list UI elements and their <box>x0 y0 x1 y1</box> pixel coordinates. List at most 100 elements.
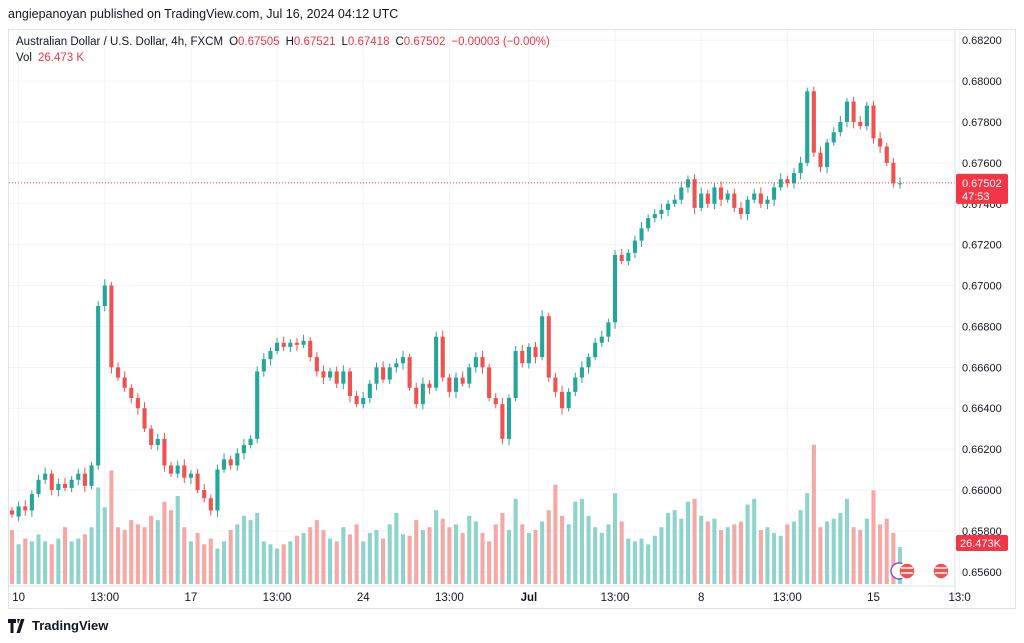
candle-body[interactable] <box>487 367 492 398</box>
candle-body[interactable] <box>155 438 160 446</box>
candle-body[interactable] <box>831 132 836 143</box>
candle-body[interactable] <box>361 398 366 405</box>
candle-body[interactable] <box>878 138 883 147</box>
candle-body[interactable] <box>546 316 551 378</box>
candle-body[interactable] <box>639 228 644 241</box>
candle-body[interactable] <box>579 367 584 378</box>
candle-body[interactable] <box>56 483 61 490</box>
candle-body[interactable] <box>149 428 154 446</box>
candle-body[interactable] <box>573 377 578 392</box>
candle-body[interactable] <box>745 199 750 214</box>
candle-body[interactable] <box>334 371 339 384</box>
tradingview-footer[interactable]: TradingView <box>8 618 108 633</box>
candle-body[interactable] <box>619 254 624 262</box>
candle-body[interactable] <box>400 357 406 364</box>
candle-body[interactable] <box>473 357 478 368</box>
candle-body[interactable] <box>115 367 121 378</box>
candle-body[interactable] <box>69 479 74 488</box>
candle-body[interactable] <box>142 408 147 429</box>
candle-body[interactable] <box>871 105 876 139</box>
candle-body[interactable] <box>666 203 671 210</box>
candle-body[interactable] <box>109 285 114 368</box>
candle-body[interactable] <box>89 465 94 486</box>
candle-body[interactable] <box>467 367 472 384</box>
candle-body[interactable] <box>96 306 101 466</box>
candle-body[interactable] <box>599 336 604 343</box>
candle-body[interactable] <box>513 350 518 398</box>
candle-body[interactable] <box>593 342 598 358</box>
candle-body[interactable] <box>798 162 803 174</box>
candle-body[interactable] <box>387 367 392 380</box>
candle-body[interactable] <box>394 363 399 368</box>
candle-body[interactable] <box>23 506 28 511</box>
candle-body[interactable] <box>308 340 313 358</box>
candle-body[interactable] <box>712 187 717 204</box>
candle-body[interactable] <box>719 187 724 200</box>
candle-body[interactable] <box>586 357 591 368</box>
candle-body[interactable] <box>540 316 545 358</box>
candle-body[interactable] <box>738 207 744 214</box>
candle-body[interactable] <box>434 336 439 388</box>
candle-body[interactable] <box>692 179 697 208</box>
candle-body[interactable] <box>480 357 485 368</box>
candle-body[interactable] <box>440 336 445 378</box>
candle-body[interactable] <box>314 357 319 372</box>
candle-body[interactable] <box>858 122 863 127</box>
candle-body[interactable] <box>49 473 54 490</box>
candle-body[interactable] <box>805 91 810 163</box>
candle-body[interactable] <box>844 101 850 122</box>
candle-body[interactable] <box>838 122 843 133</box>
candle-body[interactable] <box>301 340 306 345</box>
candle-body[interactable] <box>16 506 21 517</box>
candle-body[interactable] <box>533 346 538 358</box>
candle-body[interactable] <box>36 479 41 495</box>
candle-body[interactable] <box>453 377 459 392</box>
candle-body[interactable] <box>725 193 730 200</box>
candle-body[interactable] <box>188 473 193 478</box>
candle-body[interactable] <box>182 465 187 478</box>
candle-body[interactable] <box>261 359 266 372</box>
candle-body[interactable] <box>43 473 48 480</box>
candle-body[interactable] <box>500 404 505 439</box>
candle-body[interactable] <box>566 391 571 409</box>
candle-body[interactable] <box>699 193 704 208</box>
candle-body[interactable] <box>427 383 432 388</box>
candle-body[interactable] <box>646 218 651 229</box>
candle-body[interactable] <box>175 465 180 474</box>
us-flag-icon[interactable] <box>932 562 950 580</box>
candle-body[interactable] <box>705 193 710 204</box>
candle-body[interactable] <box>275 342 280 351</box>
candle-body[interactable] <box>321 371 326 378</box>
candle-body[interactable] <box>241 445 246 454</box>
candle-body[interactable] <box>76 473 81 480</box>
candle-body[interactable] <box>851 101 856 122</box>
candle-body[interactable] <box>354 395 359 405</box>
candle-body[interactable] <box>612 254 618 323</box>
candle-body[interactable] <box>818 152 823 167</box>
candle-body[interactable] <box>506 398 512 439</box>
candle-body[interactable] <box>328 371 333 378</box>
candle-body[interactable] <box>785 179 790 184</box>
candle-body[interactable] <box>208 498 213 511</box>
candle-body[interactable] <box>281 342 286 347</box>
candle-body[interactable] <box>772 187 777 200</box>
candle-body[interactable] <box>215 469 220 511</box>
candle-body[interactable] <box>202 490 207 499</box>
candle-body[interactable] <box>891 162 896 184</box>
candle-body[interactable] <box>460 377 465 384</box>
candle-body[interactable] <box>255 371 260 439</box>
candle-body[interactable] <box>294 342 300 345</box>
candle-body[interactable] <box>520 350 525 364</box>
candle-body[interactable] <box>897 183 903 185</box>
candle-body[interactable] <box>341 371 346 384</box>
candle-body[interactable] <box>129 387 134 398</box>
candle-body[interactable] <box>420 383 425 405</box>
candle-body[interactable] <box>407 357 412 388</box>
candle-body[interactable] <box>347 371 353 396</box>
candle-body[interactable] <box>288 342 293 347</box>
candle-body[interactable] <box>526 346 531 364</box>
candle-body[interactable] <box>195 473 200 490</box>
candle-body[interactable] <box>652 214 657 219</box>
candle-body[interactable] <box>381 367 386 380</box>
